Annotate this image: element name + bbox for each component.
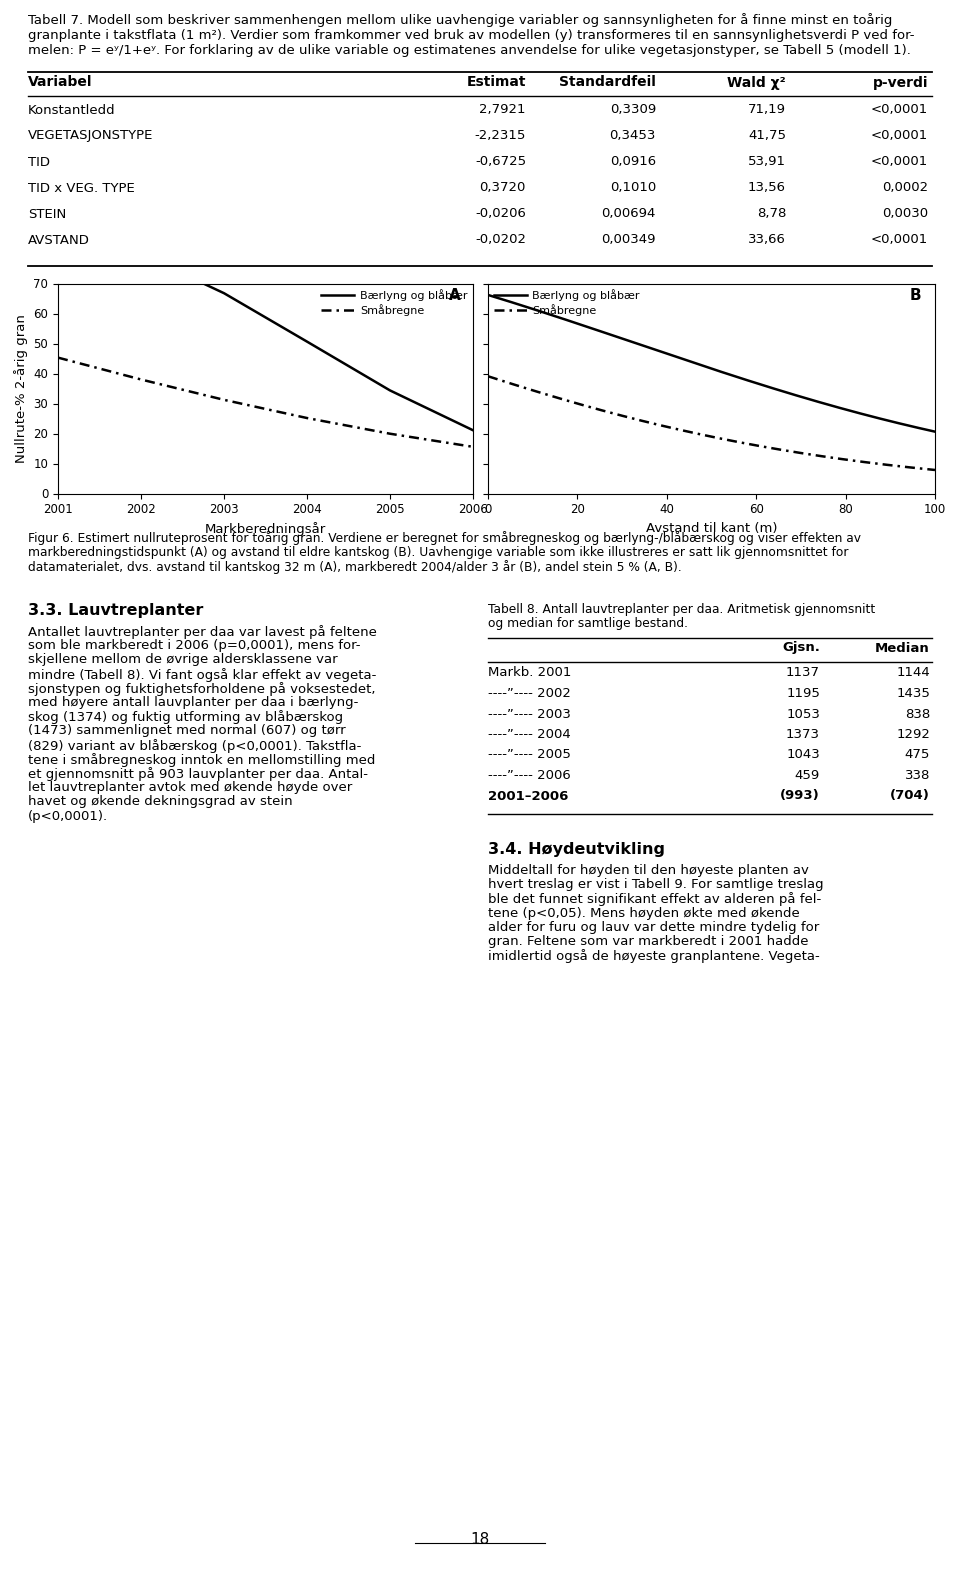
Text: 1043: 1043 xyxy=(786,748,820,761)
Text: (704): (704) xyxy=(890,789,930,803)
Text: <0,0001: <0,0001 xyxy=(871,156,928,169)
Text: 18: 18 xyxy=(470,1532,490,1547)
Text: hvert treslag er vist i Tabell 9. For samtlige treslag: hvert treslag er vist i Tabell 9. For sa… xyxy=(488,879,824,891)
Text: imidlertid også de høyeste granplantene. Vegeta-: imidlertid også de høyeste granplantene.… xyxy=(488,950,820,964)
X-axis label: Avstand til kant (m): Avstand til kant (m) xyxy=(646,521,778,536)
X-axis label: Markberedningsår: Markberedningsår xyxy=(204,521,326,536)
Text: let lauvtreplanter avtok med økende høyde over: let lauvtreplanter avtok med økende høyd… xyxy=(28,781,352,794)
Text: 0,0030: 0,0030 xyxy=(882,208,928,221)
Text: havet og økende dekningsgrad av stein: havet og økende dekningsgrad av stein xyxy=(28,795,293,808)
Text: Tabell 7. Modell som beskriver sammenhengen mellom ulike uavhengige variabler og: Tabell 7. Modell som beskriver sammenhen… xyxy=(28,13,893,27)
Y-axis label: Nullrute-% 2-årig gran: Nullrute-% 2-årig gran xyxy=(13,313,28,463)
Text: 71,19: 71,19 xyxy=(748,104,786,117)
Text: 0,1010: 0,1010 xyxy=(610,181,656,194)
Text: A: A xyxy=(449,288,461,302)
Text: og median for samtlige bestand.: og median for samtlige bestand. xyxy=(488,617,688,630)
Text: melen: P = eʸ/1+eʸ. For forklaring av de ulike variable og estimatenes anvendels: melen: P = eʸ/1+eʸ. For forklaring av de… xyxy=(28,44,911,57)
Text: 0,00694: 0,00694 xyxy=(602,208,656,221)
Text: 8,78: 8,78 xyxy=(756,208,786,221)
Text: 459: 459 xyxy=(795,769,820,783)
Text: B: B xyxy=(910,288,922,302)
Text: TID x VEG. TYPE: TID x VEG. TYPE xyxy=(28,181,134,194)
Text: -0,6725: -0,6725 xyxy=(475,156,526,169)
Text: -0,0206: -0,0206 xyxy=(475,208,526,221)
Text: ble det funnet signifikant effekt av alderen på fel-: ble det funnet signifikant effekt av ald… xyxy=(488,893,821,906)
Text: 338: 338 xyxy=(904,769,930,783)
Text: p-verdi: p-verdi xyxy=(873,76,928,90)
Text: 41,75: 41,75 xyxy=(748,129,786,142)
Legend: Bærlyng og blåbær, Småbregne: Bærlyng og blåbær, Småbregne xyxy=(321,290,468,317)
Text: Figur 6. Estimert nullruteprosent for toårig gran. Verdiene er beregnet for småb: Figur 6. Estimert nullruteprosent for to… xyxy=(28,531,861,545)
Text: TID: TID xyxy=(28,156,50,169)
Text: 2001–2006: 2001–2006 xyxy=(488,789,568,803)
Text: (829) variant av blåbærskog (p<0,0001). Takstfla-: (829) variant av blåbærskog (p<0,0001). … xyxy=(28,739,361,753)
Text: Wald χ²: Wald χ² xyxy=(728,76,786,90)
Text: Middeltall for høyden til den høyeste planten av: Middeltall for høyden til den høyeste pl… xyxy=(488,865,809,877)
Text: 33,66: 33,66 xyxy=(748,233,786,247)
Text: ----”---- 2004: ----”---- 2004 xyxy=(488,728,571,740)
Text: (993): (993) xyxy=(780,789,820,803)
Text: Antallet lauvtreplanter per daa var lavest på feltene: Antallet lauvtreplanter per daa var lave… xyxy=(28,625,377,639)
Text: som ble markberedt i 2006 (p=0,0001), mens for-: som ble markberedt i 2006 (p=0,0001), me… xyxy=(28,639,361,652)
Text: Standardfeil: Standardfeil xyxy=(559,76,656,90)
Text: tene i småbregneskog inntok en mellomstilling med: tene i småbregneskog inntok en mellomsti… xyxy=(28,753,375,767)
Text: gran. Feltene som var markberedt i 2001 hadde: gran. Feltene som var markberedt i 2001 … xyxy=(488,936,808,948)
Text: Gjsn.: Gjsn. xyxy=(782,641,820,655)
Text: AVSTAND: AVSTAND xyxy=(28,233,90,247)
Text: sjonstypen og fuktighetsforholdene på voksestedet,: sjonstypen og fuktighetsforholdene på vo… xyxy=(28,682,375,696)
Text: datamaterialet, dvs. avstand til kantskog 32 m (A), markberedt 2004/alder 3 år (: datamaterialet, dvs. avstand til kantsko… xyxy=(28,561,682,575)
Text: STEIN: STEIN xyxy=(28,208,66,221)
Text: 0,3309: 0,3309 xyxy=(610,104,656,117)
Text: 0,3720: 0,3720 xyxy=(480,181,526,194)
Text: skjellene mellom de øvrige aldersklassene var: skjellene mellom de øvrige aldersklassen… xyxy=(28,654,338,666)
Text: Variabel: Variabel xyxy=(28,76,92,90)
Text: tene (p<0,05). Mens høyden økte med økende: tene (p<0,05). Mens høyden økte med øken… xyxy=(488,907,800,920)
Text: 0,0916: 0,0916 xyxy=(610,156,656,169)
Text: Median: Median xyxy=(876,641,930,655)
Text: 1292: 1292 xyxy=(896,728,930,740)
Text: 13,56: 13,56 xyxy=(748,181,786,194)
Text: ----”---- 2003: ----”---- 2003 xyxy=(488,707,571,720)
Text: 2,7921: 2,7921 xyxy=(479,104,526,117)
Text: <0,0001: <0,0001 xyxy=(871,233,928,247)
Text: VEGETASJONSTYPE: VEGETASJONSTYPE xyxy=(28,129,154,142)
Text: 1137: 1137 xyxy=(786,666,820,679)
Text: 1435: 1435 xyxy=(896,687,930,699)
Text: Konstantledd: Konstantledd xyxy=(28,104,115,117)
Text: 0,00349: 0,00349 xyxy=(602,233,656,247)
Text: granplante i takstflata (1 m²). Verdier som framkommer ved bruk av modellen (y) : granplante i takstflata (1 m²). Verdier … xyxy=(28,28,915,41)
Text: <0,0001: <0,0001 xyxy=(871,129,928,142)
Text: 0,0002: 0,0002 xyxy=(882,181,928,194)
Text: 475: 475 xyxy=(904,748,930,761)
Text: (1473) sammenlignet med normal (607) og tørr: (1473) sammenlignet med normal (607) og … xyxy=(28,724,346,737)
Text: 3.3. Lauvtreplanter: 3.3. Lauvtreplanter xyxy=(28,603,204,617)
Text: <0,0001: <0,0001 xyxy=(871,104,928,117)
Text: (p<0,0001).: (p<0,0001). xyxy=(28,810,108,822)
Text: 1053: 1053 xyxy=(786,707,820,720)
Text: 0,3453: 0,3453 xyxy=(610,129,656,142)
Text: Estimat: Estimat xyxy=(467,76,526,90)
Text: 1373: 1373 xyxy=(786,728,820,740)
Text: 838: 838 xyxy=(904,707,930,720)
Text: ----”---- 2005: ----”---- 2005 xyxy=(488,748,571,761)
Text: 1144: 1144 xyxy=(897,666,930,679)
Text: 53,91: 53,91 xyxy=(748,156,786,169)
Text: et gjennomsnitt på 903 lauvplanter per daa. Antal-: et gjennomsnitt på 903 lauvplanter per d… xyxy=(28,767,368,781)
Text: markberedningstidspunkt (A) og avstand til eldre kantskog (B). Uavhengige variab: markberedningstidspunkt (A) og avstand t… xyxy=(28,547,849,559)
Text: skog (1374) og fuktig utforming av blåbærskog: skog (1374) og fuktig utforming av blåbæ… xyxy=(28,710,343,725)
Text: 1195: 1195 xyxy=(786,687,820,699)
Text: ----”---- 2002: ----”---- 2002 xyxy=(488,687,571,699)
Legend: Bærlyng og blåbær, Småbregne: Bærlyng og blåbær, Småbregne xyxy=(493,290,640,317)
Text: -2,2315: -2,2315 xyxy=(474,129,526,142)
Text: alder for furu og lauv var dette mindre tydelig for: alder for furu og lauv var dette mindre … xyxy=(488,921,819,934)
Text: mindre (Tabell 8). Vi fant også klar effekt av vegeta-: mindre (Tabell 8). Vi fant også klar eff… xyxy=(28,668,376,682)
Text: ----”---- 2006: ----”---- 2006 xyxy=(488,769,571,783)
Text: -0,0202: -0,0202 xyxy=(475,233,526,247)
Text: Tabell 8. Antall lauvtreplanter per daa. Aritmetisk gjennomsnitt: Tabell 8. Antall lauvtreplanter per daa.… xyxy=(488,603,876,616)
Text: Markb. 2001: Markb. 2001 xyxy=(488,666,571,679)
Text: med høyere antall lauvplanter per daa i bærlyng-: med høyere antall lauvplanter per daa i … xyxy=(28,696,358,709)
Text: 3.4. Høydeutvikling: 3.4. Høydeutvikling xyxy=(488,843,665,857)
